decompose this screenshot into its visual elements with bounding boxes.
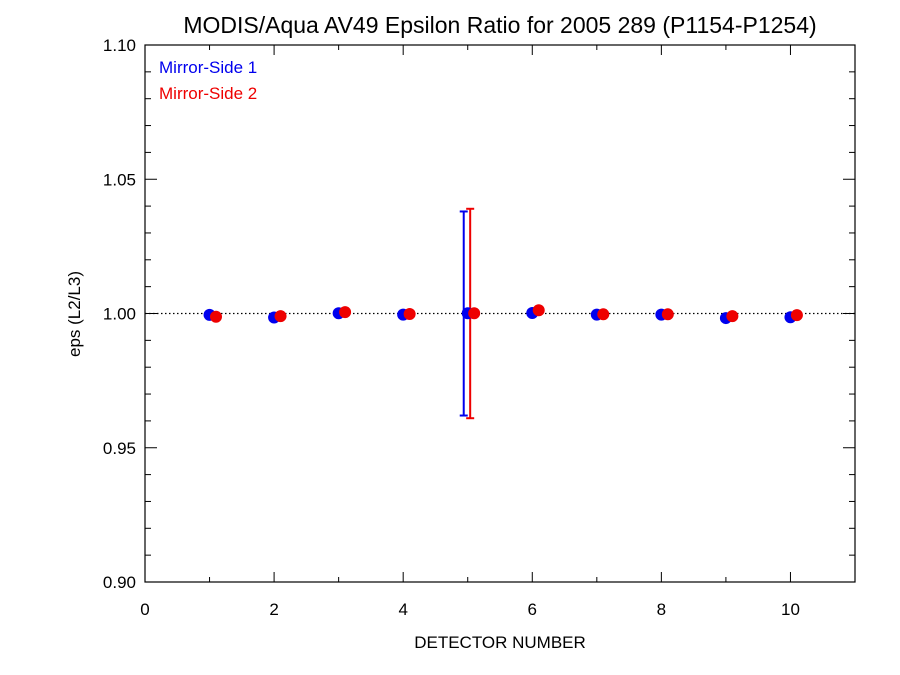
legend: Mirror-Side 1 Mirror-Side 2 [159,58,257,103]
y-tick-label: 1.05 [103,170,136,189]
x-tick-label: 2 [269,600,278,619]
legend-entry-mirror-side-2: Mirror-Side 2 [159,84,257,103]
data-point [274,310,287,323]
data-point [339,306,352,319]
data-point [661,308,674,321]
axis-ticks [144,44,856,583]
y-axis-label: eps (L2/L3) [65,271,84,357]
chart-title: MODIS/Aqua AV49 Epsilon Ratio for 2005 2… [183,12,816,38]
x-tick-label: 8 [657,600,666,619]
y-tick-label: 1.00 [103,305,136,324]
legend-entry-mirror-side-1: Mirror-Side 1 [159,58,257,77]
y-tick-label: 0.90 [103,573,136,592]
x-tick-label: 4 [398,600,407,619]
data-point [726,310,739,323]
data-point [597,308,610,321]
data-point [532,304,545,317]
data-point [790,309,803,322]
x-axis-label: DETECTOR NUMBER [414,633,586,652]
plot-frame [144,44,856,583]
data-point [210,310,222,323]
data-point [468,307,481,320]
x-tick-label: 6 [528,600,537,619]
x-tick-label: 0 [140,600,149,619]
x-tick-label: 10 [781,600,800,619]
x-tick-labels: 0 2 4 6 8 10 [140,600,800,619]
data-points [203,304,803,325]
y-tick-labels: 0.90 0.95 1.00 1.05 1.10 [103,36,136,592]
y-tick-label: 0.95 [103,439,136,458]
y-tick-label: 1.10 [103,36,136,55]
data-point [403,308,416,321]
